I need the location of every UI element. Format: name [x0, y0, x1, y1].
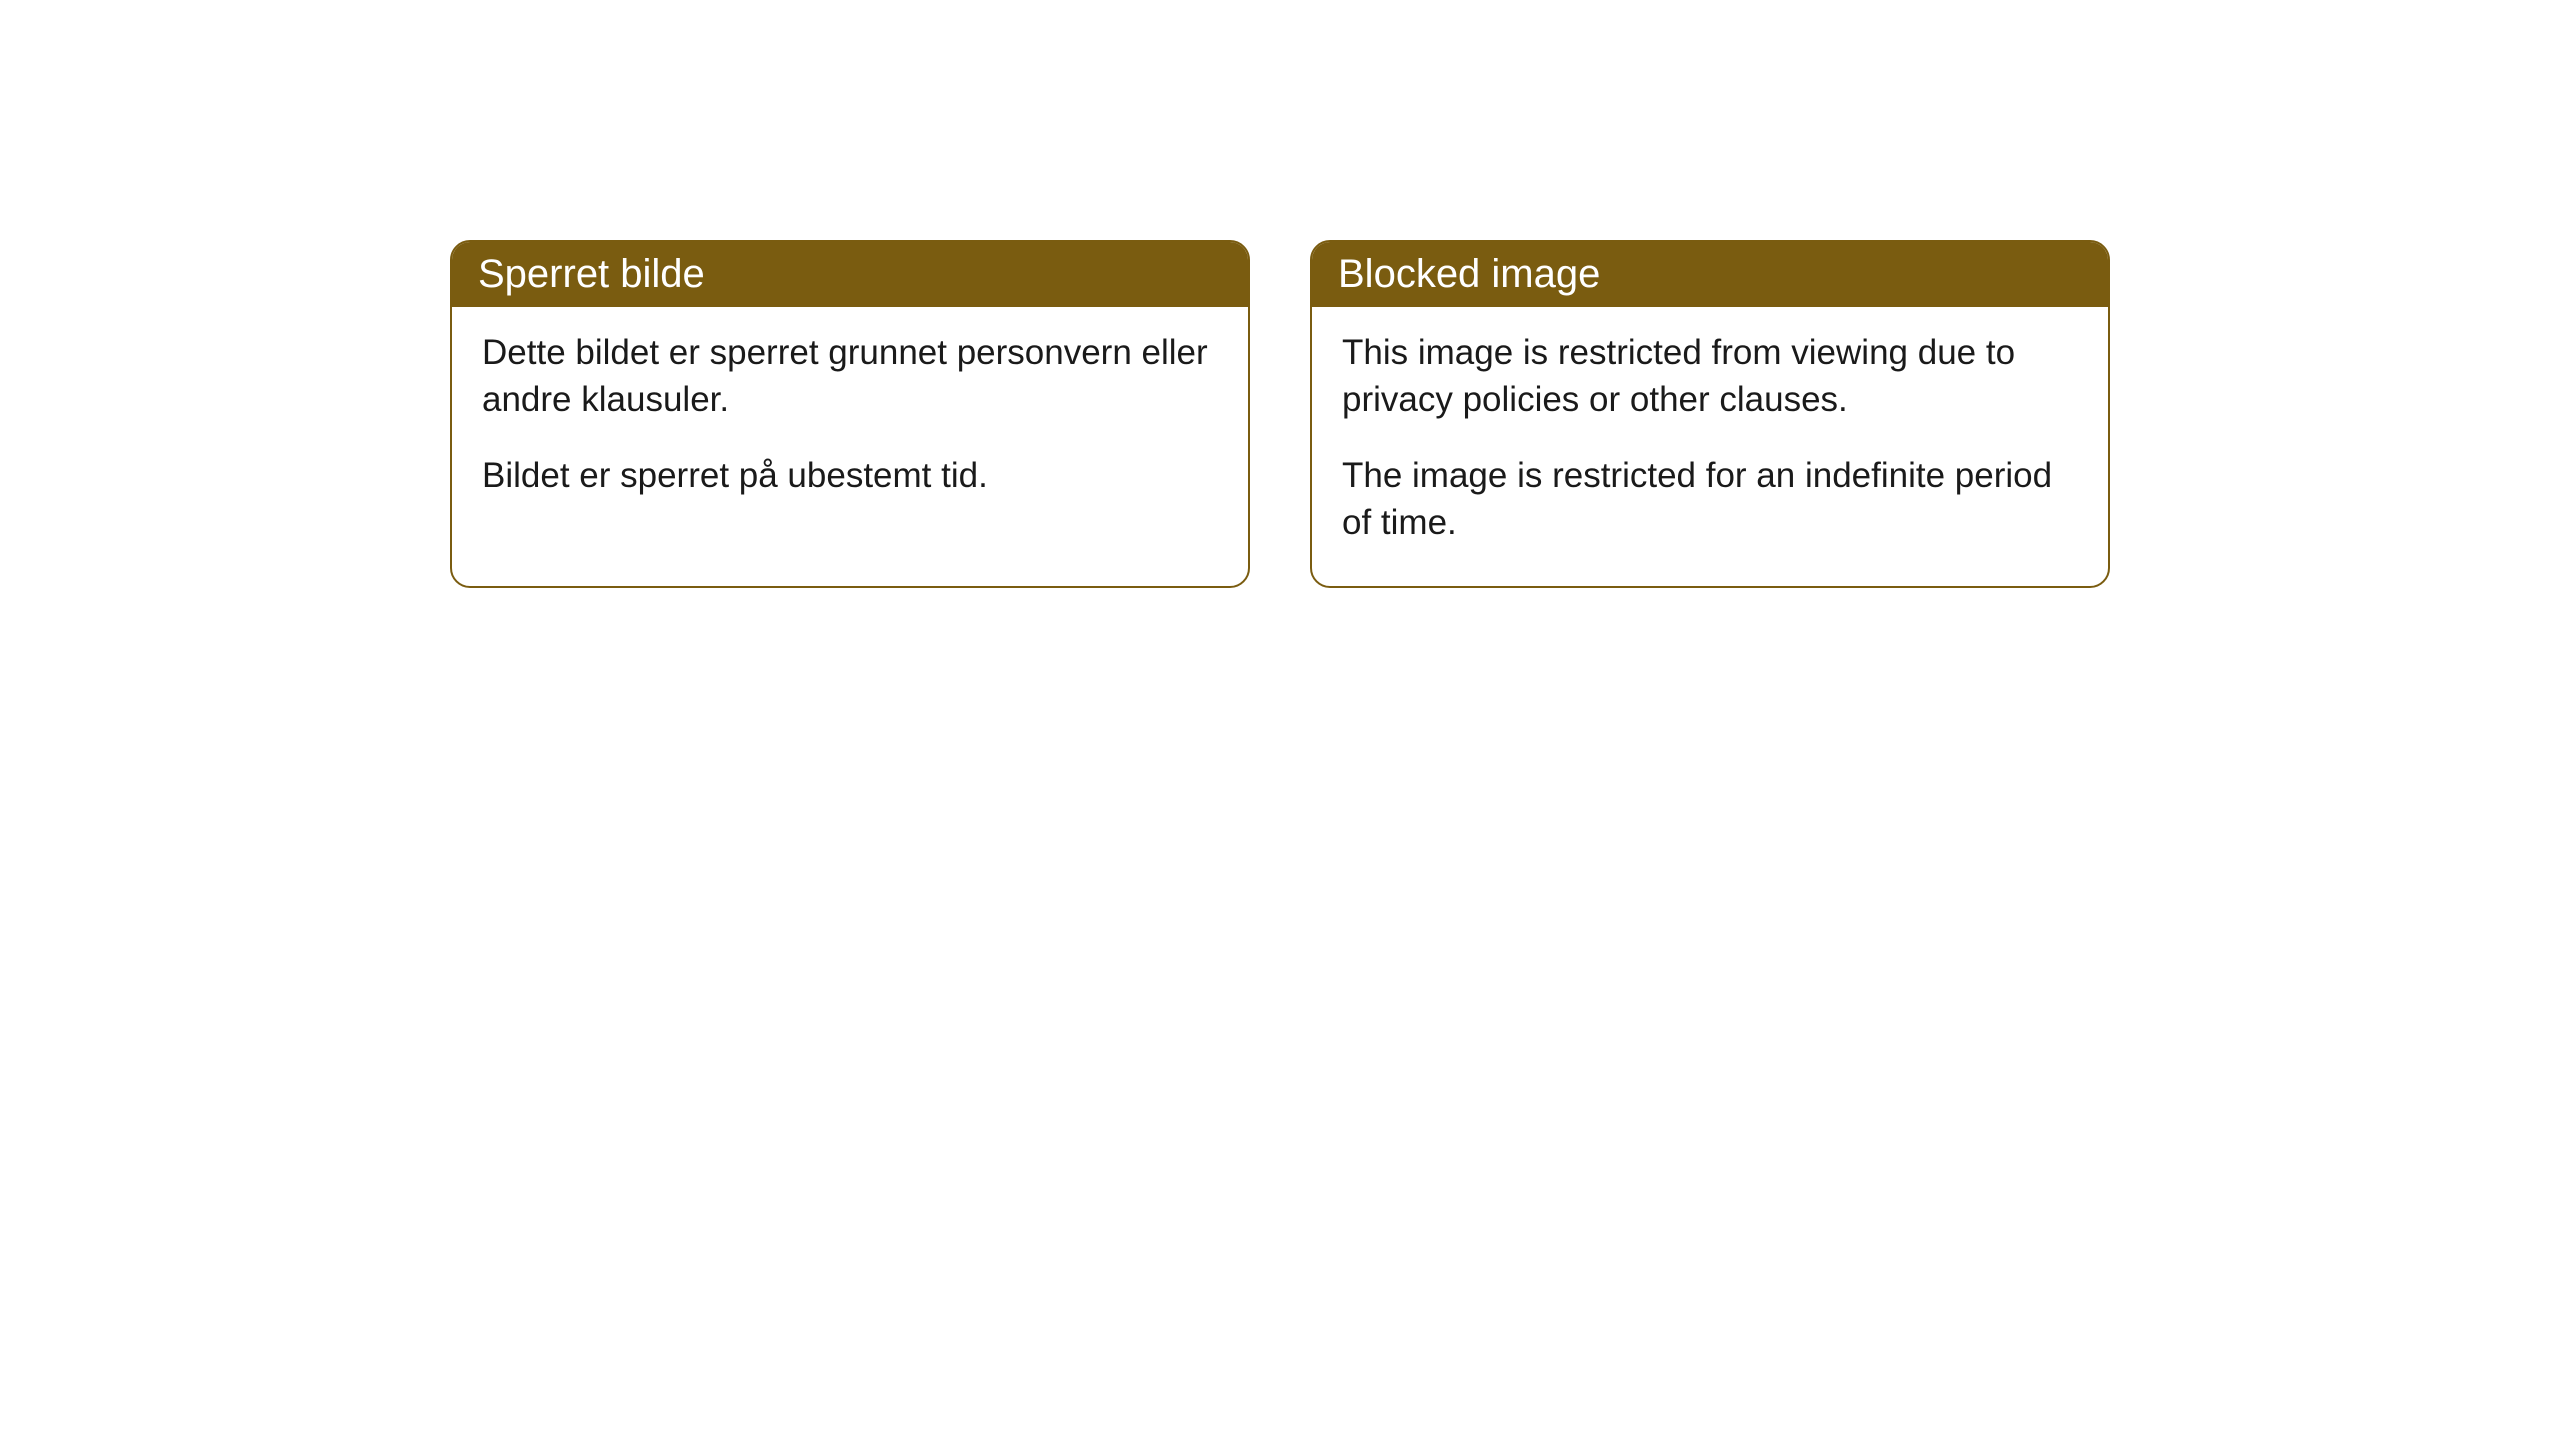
- message-norwegian-1: Dette bildet er sperret grunnet personve…: [482, 329, 1218, 424]
- card-body-norwegian: Dette bildet er sperret grunnet personve…: [452, 307, 1248, 539]
- blocked-image-card-english: Blocked image This image is restricted f…: [1310, 240, 2110, 588]
- card-header-english: Blocked image: [1312, 242, 2108, 307]
- card-body-english: This image is restricted from viewing du…: [1312, 307, 2108, 586]
- blocked-image-card-norwegian: Sperret bilde Dette bildet er sperret gr…: [450, 240, 1250, 588]
- cards-container: Sperret bilde Dette bildet er sperret gr…: [450, 240, 2560, 588]
- message-english-2: The image is restricted for an indefinit…: [1342, 452, 2078, 547]
- message-english-1: This image is restricted from viewing du…: [1342, 329, 2078, 424]
- message-norwegian-2: Bildet er sperret på ubestemt tid.: [482, 452, 1218, 499]
- card-header-norwegian: Sperret bilde: [452, 242, 1248, 307]
